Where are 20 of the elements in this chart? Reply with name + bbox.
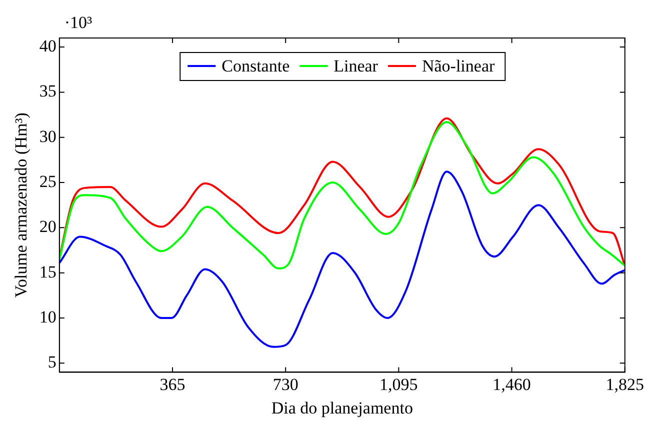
x-tick-label: 1,095 xyxy=(380,374,418,394)
y-tick-label: 5 xyxy=(48,352,56,372)
legend-label: Não-linear xyxy=(422,56,495,76)
line-series xyxy=(59,170,625,348)
legend-label: Linear xyxy=(334,56,378,76)
y-tick-label: 25 xyxy=(39,172,56,191)
x-tick-label: 365 xyxy=(160,374,186,394)
y-tick-label: 15 xyxy=(39,262,56,282)
legend-label: Constante xyxy=(222,56,290,76)
x-tick-label: 1,825 xyxy=(606,374,644,394)
y-axis-title: Volume armazenado (Hm³) xyxy=(12,112,31,298)
y-tick-label: 10 xyxy=(39,307,56,326)
x-tick-label: 730 xyxy=(272,374,298,394)
text: ·10³ xyxy=(64,12,92,32)
y-tick-label: 35 xyxy=(39,82,56,101)
x-axis-title: Dia do planejamento xyxy=(271,398,413,418)
y-tick-label: 40 xyxy=(39,36,56,56)
y-tick-label: 30 xyxy=(39,126,56,146)
y-tick-label: 20 xyxy=(39,217,56,236)
x-tick-label: 1,460 xyxy=(492,374,531,394)
